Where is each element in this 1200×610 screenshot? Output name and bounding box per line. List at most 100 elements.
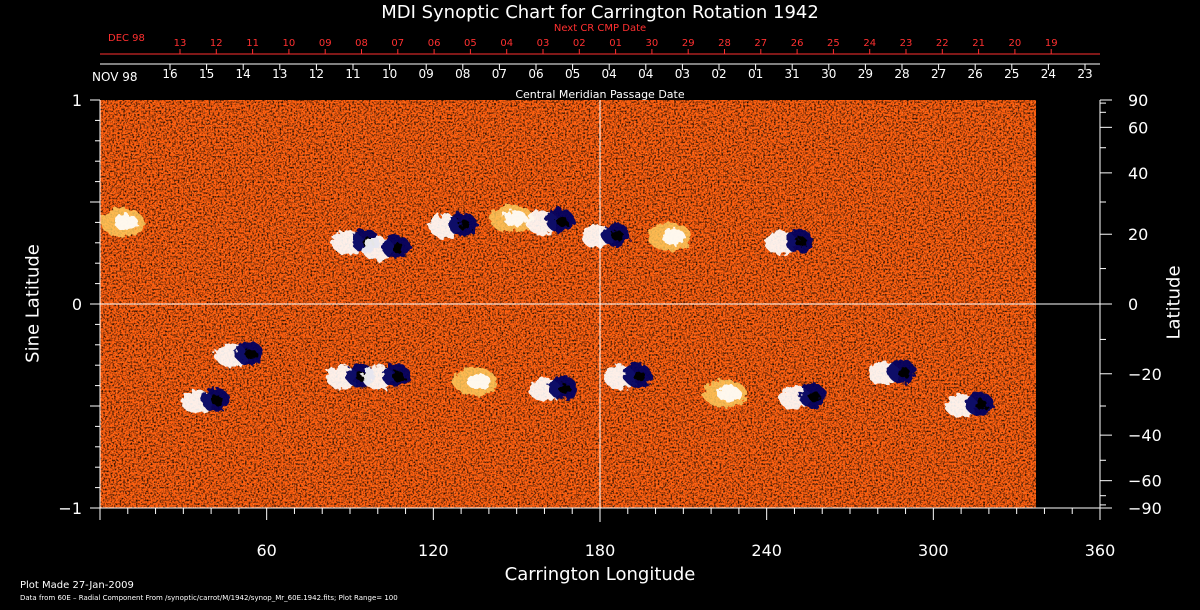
active-region [581, 222, 630, 249]
top-axis-inner-label: 23 [1077, 67, 1092, 81]
top-axis-inner-label: 29 [858, 67, 873, 81]
top-axis-outer-label: 09 [319, 38, 332, 49]
top-axis-outer-label: 05 [464, 38, 477, 49]
active-region [778, 383, 827, 410]
footer-plot-made: Plot Made 27-Jan-2009 [20, 580, 134, 591]
y-tick-label-right: −90 [1128, 499, 1162, 518]
active-region [945, 392, 994, 418]
top-axis-outer-label: 19 [1045, 38, 1058, 49]
negative-polarity-core [556, 216, 568, 227]
top-axis-inner-label: 24 [1041, 67, 1056, 81]
top-axis-outer-label: 07 [391, 38, 404, 49]
negative-polarity-core [211, 395, 224, 406]
top-axis-inner-label: 09 [419, 67, 434, 81]
active-region [428, 212, 477, 239]
top-axis-inner-label: 16 [162, 67, 177, 81]
active-region [453, 367, 497, 396]
top-axis-inner-month: NOV 98 [92, 70, 138, 84]
active-region [489, 204, 534, 233]
positive-polarity-core [467, 373, 491, 390]
x-tick-label: 60 [256, 541, 276, 560]
negative-polarity-core [633, 371, 646, 382]
active-region [764, 228, 813, 255]
negative-polarity-core [897, 367, 910, 378]
active-region [703, 379, 747, 408]
top-axis-inner-label: 28 [894, 67, 909, 81]
negative-polarity-core [975, 400, 988, 410]
active-region [362, 363, 411, 390]
top-axis-outer-label: 23 [900, 38, 913, 49]
top-axis-outer-label: 29 [682, 38, 695, 49]
active-region [214, 341, 263, 367]
y-tick-label-right: 40 [1128, 164, 1148, 183]
active-region [526, 208, 574, 235]
active-region [362, 234, 411, 261]
top-axis-outer-label: 04 [500, 38, 513, 49]
y-tick-label-left: 0 [72, 295, 82, 314]
top-axis-inner-label: 25 [1004, 67, 1019, 81]
top-axis-outer-label: 27 [754, 38, 767, 49]
axes: 60 120 180 240 300 36010−1906040200−20−40−60−… [58, 38, 1161, 560]
top-axis-outer-label: 02 [573, 38, 586, 49]
top-axis-inner-label: 11 [345, 67, 360, 81]
top-axis-outer-label: 25 [827, 38, 840, 49]
top-axis-outer-label: 03 [537, 38, 550, 49]
top-axis-inner-label: 05 [565, 67, 580, 81]
positive-polarity-core [503, 210, 528, 227]
top-axis-inner-label: 15 [199, 67, 214, 81]
negative-polarity-core [458, 220, 471, 231]
negative-polarity-core [558, 383, 571, 394]
top-axis-outer-label: 30 [646, 38, 659, 49]
y-tick-label-right: 20 [1128, 225, 1148, 244]
y-tick-label-right: 90 [1128, 91, 1148, 110]
negative-polarity-core [794, 236, 807, 247]
active-region [181, 387, 230, 414]
top-axis-inner-label: 31 [785, 67, 800, 81]
top-axis-inner-label: 03 [675, 67, 690, 81]
top-axis-inner-label: 26 [968, 67, 983, 81]
y-tick-label-left: 1 [72, 91, 82, 110]
y-tick-label-right: −20 [1128, 365, 1162, 384]
positive-polarity-core [114, 214, 139, 231]
x-tick-label: 120 [418, 541, 449, 560]
negative-polarity-core [392, 242, 405, 253]
y-axis-label-right: Latitude [1163, 265, 1185, 340]
x-tick-label: 300 [918, 541, 949, 560]
top-axis-outer-label: 01 [609, 38, 622, 49]
top-axis-inner-label: 10 [382, 67, 397, 81]
magnetogram-map [100, 100, 1100, 522]
x-tick-label: 240 [751, 541, 782, 560]
active-region [647, 222, 692, 251]
active-regions [100, 204, 994, 418]
negative-polarity-core [808, 391, 821, 402]
positive-polarity-core [661, 228, 686, 245]
y-tick-label-right: 60 [1128, 118, 1148, 137]
top-axis-inner-label: 14 [236, 67, 251, 81]
top-axis-outer-title: Next CR CMP Date [553, 23, 647, 34]
top-axis-outer-label: 10 [283, 38, 296, 49]
active-region [100, 208, 145, 237]
y-tick-label-right: −40 [1128, 426, 1162, 445]
top-axis-outer-label: 22 [936, 38, 949, 49]
top-axis-outer-month: DEC 98 [108, 33, 145, 44]
top-axis-outer-label: 11 [246, 38, 259, 49]
top-axis-outer-label: 12 [210, 38, 223, 49]
top-axis-inner-label: 04 [638, 67, 653, 81]
positive-polarity-core [717, 385, 741, 402]
x-tick-label: 360 [1085, 541, 1116, 560]
y-axis-label-left: Sine Latitude [22, 244, 44, 363]
top-axis-outer-label: 28 [718, 38, 731, 49]
top-axis-inner-label: 02 [711, 67, 726, 81]
active-region [603, 363, 652, 390]
footer-data-source: Data from 60E – Radial Component From /s… [20, 594, 398, 602]
top-axis-inner-label: 04 [602, 67, 617, 81]
negative-polarity-core [244, 349, 257, 359]
top-axis-inner-label: 12 [309, 67, 324, 81]
chart-title: MDI Synoptic Chart for Carrington Rotati… [381, 2, 819, 23]
y-tick-label-right: 0 [1128, 295, 1138, 314]
top-axis-inner-title: Central Meridian Passage Date [515, 88, 685, 101]
negative-polarity-core [611, 230, 624, 241]
top-axis-outer-label: 06 [428, 38, 441, 49]
active-region [528, 375, 577, 402]
top-axis-inner-label: 27 [931, 67, 946, 81]
